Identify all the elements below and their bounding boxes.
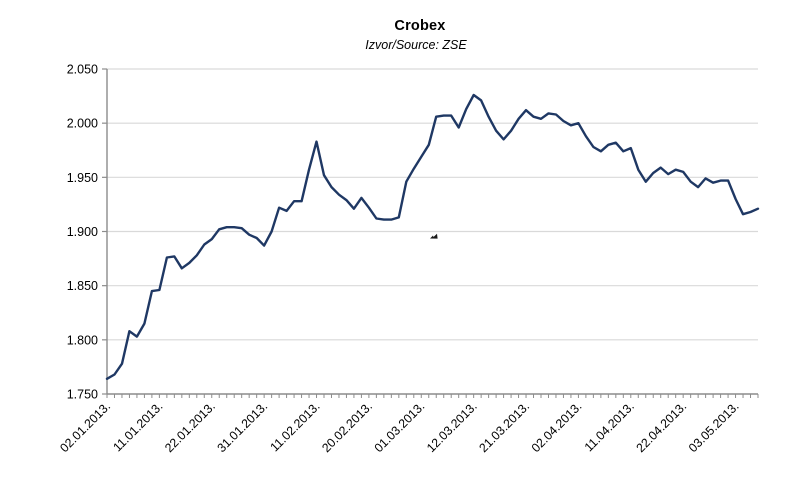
x-tick-label: 02.01.2013.: [57, 399, 113, 455]
y-tick-label: 1.850: [67, 279, 98, 293]
x-tick-label: 11.04.2013.: [582, 399, 637, 454]
y-tick-label: 2.050: [67, 63, 98, 77]
chart-subtitle: Izvor/Source: ZSE: [365, 38, 467, 52]
x-tick-label: 03.05.2013.: [686, 399, 742, 455]
x-tick-label: 21.03.2013.: [476, 399, 532, 455]
y-tick-labels: 1.750 1.800 1.850 1.900 1.950 2.000 2.050: [67, 63, 107, 402]
x-tick-label: 12.03.2013.: [424, 399, 480, 455]
x-tick-label: 11.02.2013.: [267, 399, 322, 454]
x-tick-label: 22.01.2013.: [162, 399, 218, 455]
x-tick-label: 01.03.2013.: [372, 399, 428, 455]
x-tick-label: 31.01.2013.: [214, 399, 270, 455]
y-tick-label: 1.800: [67, 333, 98, 347]
gridlines: [107, 68, 758, 341]
x-tick-label: 11.01.2013.: [110, 399, 165, 454]
x-minor-ticks: [106, 394, 759, 398]
y-tick-label: 2.000: [67, 117, 98, 131]
x-tick-label: 22.04.2013.: [633, 399, 689, 455]
crobex-series-line: [105, 93, 760, 380]
y-tick-label: 1.900: [67, 225, 98, 239]
x-tick-labels: 02.01.2013.11.01.2013.22.01.2013.31.01.2…: [57, 399, 741, 455]
y-tick-label: 1.750: [67, 388, 98, 402]
chart-title: Crobex: [394, 18, 446, 34]
x-tick-label: 20.02.2013.: [319, 399, 375, 455]
x-tick-label: 02.04.2013.: [529, 399, 585, 455]
y-tick-label: 1.950: [67, 171, 98, 185]
smudge-artifact: [430, 233, 438, 239]
